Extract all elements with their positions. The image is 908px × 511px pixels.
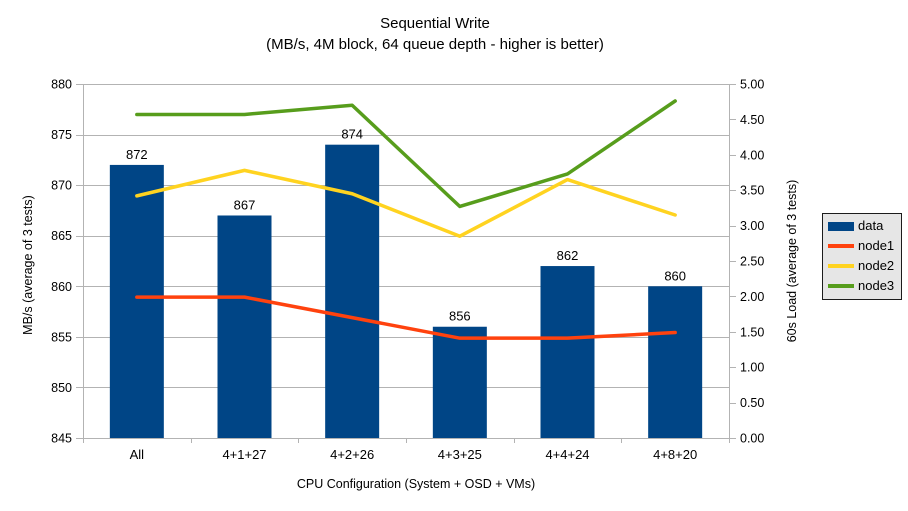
bar-data: [432, 326, 487, 438]
left-axis-tick-label: 850: [51, 381, 72, 395]
x-category-label: 4+8+20: [653, 447, 697, 462]
bar-value-label: 860: [664, 268, 686, 283]
right-axis-tick-label: 4.00: [740, 148, 764, 162]
legend-swatch-node3: [828, 284, 854, 288]
chart-title-line1: Sequential Write: [380, 15, 490, 32]
bar-value-label: 856: [449, 309, 471, 324]
right-axis-tick-label: 5.00: [740, 78, 764, 92]
legend-label: node3: [858, 278, 895, 293]
right-axis-tick-label: 2.00: [740, 290, 764, 304]
legend-label: data: [858, 218, 884, 233]
right-axis-title: 60s Load (average of 3 tests): [785, 179, 799, 343]
legend-swatch-data: [828, 221, 854, 231]
x-category-label: All: [130, 447, 145, 462]
bar-data: [648, 286, 703, 438]
legend-label: node2: [858, 258, 895, 273]
x-category-label: 4+3+25: [438, 447, 482, 462]
chart-title-line2: (MB/s, 4M block, 64 queue depth - higher…: [266, 36, 604, 53]
bar-value-label: 874: [341, 127, 363, 142]
left-axis-tick-label: 845: [51, 432, 72, 446]
right-axis-tick-label: 1.00: [740, 361, 764, 375]
legend-item-node1: node1: [828, 239, 897, 253]
legend-label: node1: [858, 238, 895, 253]
bar-value-label: 867: [234, 197, 256, 212]
legend: data node1 node2 node3: [822, 213, 902, 300]
right-axis-tick-label: 0.50: [740, 396, 764, 410]
legend-swatch-node2: [828, 264, 854, 268]
bar-data: [540, 266, 595, 438]
left-axis-tick-label: 865: [51, 229, 72, 243]
legend-item-node3: node3: [828, 279, 897, 293]
x-category-label: 4+1+27: [222, 447, 266, 462]
right-axis-tick-label: 0.00: [740, 432, 764, 446]
right-axis-tick-label: 1.50: [740, 325, 764, 339]
left-axis-tick-label: 870: [51, 179, 72, 193]
right-axis-tick-label: 2.50: [740, 255, 764, 269]
right-axis-tick-label: 3.00: [740, 219, 764, 233]
line-node3: [135, 99, 677, 209]
right-axis-tick-label: 4.50: [740, 113, 764, 127]
line-node2: [135, 168, 677, 238]
bar-value-label: 872: [126, 147, 148, 162]
left-axis-tick-label: 860: [51, 280, 72, 294]
plot-border: [83, 84, 730, 439]
x-axis-title: CPU Configuration (System + OSD + VMs): [296, 477, 536, 491]
left-axis-title: MB/s (average of 3 tests): [21, 195, 35, 335]
bar-data: [109, 164, 164, 438]
bar-data: [217, 215, 272, 438]
line-node1: [135, 295, 677, 340]
left-axis-tick-label: 875: [51, 128, 72, 142]
legend-item-data: data: [828, 219, 897, 233]
left-axis-tick-label: 880: [51, 78, 72, 92]
bar-value-label: 862: [557, 248, 579, 263]
x-category-label: 4+2+26: [330, 447, 374, 462]
legend-item-node2: node2: [828, 259, 897, 273]
legend-swatch-node1: [828, 244, 854, 248]
left-axis-tick-label: 855: [51, 330, 72, 344]
right-axis-tick-label: 3.50: [740, 184, 764, 198]
x-category-label: 4+4+24: [545, 447, 589, 462]
chart-title: Sequential Write (MB/s, 4M block, 64 que…: [0, 13, 870, 55]
